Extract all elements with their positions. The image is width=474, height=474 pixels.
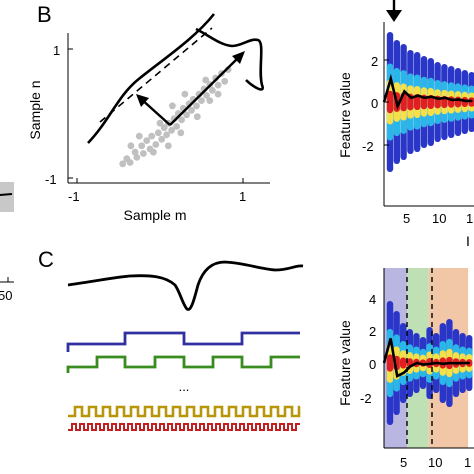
scatter-point <box>143 137 151 145</box>
scatter-point <box>193 113 201 121</box>
scatter-point <box>208 86 216 94</box>
panel-b-distribution-curve <box>87 13 216 144</box>
scatter-point <box>173 123 181 130</box>
scatter-point <box>119 160 127 168</box>
top-right-xtick-label-1: 1 <box>466 211 473 226</box>
scatter-point <box>133 154 141 161</box>
top-right-ytick-label-0: 0 <box>371 96 378 111</box>
bottom-right-ytick-label-4: 4 <box>369 292 376 307</box>
scatter-point <box>198 97 205 104</box>
panel-b-letter: B <box>37 2 52 27</box>
scatter-point <box>127 142 135 150</box>
scatter-point <box>206 97 214 104</box>
left-partial-line <box>0 193 13 196</box>
scatter-point <box>150 148 157 156</box>
scatter-point <box>203 92 210 99</box>
scatter-point <box>158 135 166 143</box>
panel-b-ylabel: Sample n <box>27 80 43 139</box>
scatter-point <box>177 129 185 137</box>
scatter-point <box>135 132 143 140</box>
top-right-ytick-label-2: 2 <box>371 54 378 69</box>
panel-b-xtick-label-right: 1 <box>239 189 246 204</box>
scatter-point <box>148 132 156 140</box>
bottom-right-xtick-label-10: 10 <box>428 455 442 470</box>
bottom-right-mean-line <box>382 338 470 379</box>
scatter-point <box>169 102 176 110</box>
scatter-point <box>140 150 147 157</box>
panel-c-waveform <box>67 260 304 311</box>
panel-c-square-wave-blue <box>66 331 300 352</box>
bottom-right-ytick-label-2: 2 <box>369 324 376 339</box>
scatter-point <box>193 102 200 110</box>
panel-b-arrow-right-shaft <box>169 55 241 126</box>
heat-column-core <box>386 90 394 114</box>
panel-b-dashed-diagonal <box>99 27 213 123</box>
scatter-point <box>221 77 229 85</box>
left-partial-tick: 50 <box>0 288 12 303</box>
scatter-point <box>178 116 186 124</box>
heat-column-core <box>427 94 434 110</box>
panel-b-xlabel: Sample m <box>123 207 186 223</box>
panel-b-ytick-label-bottom: -1 <box>45 172 57 187</box>
scatter-point <box>214 81 222 89</box>
scatter-point <box>214 90 222 98</box>
top-right-ytick-label-m2: -2 <box>362 139 374 154</box>
heat-column-core <box>454 96 462 108</box>
bottom-right-xtick-label-5: 5 <box>400 455 407 470</box>
panel-c-ellipsis: ... <box>179 379 190 394</box>
bottom-right-xtick-label-1: 1 <box>464 455 471 470</box>
scatter-point <box>138 142 146 150</box>
heat-column-core <box>414 94 421 110</box>
scatter-point <box>183 111 191 119</box>
top-right-ylabel: Feature value <box>337 72 353 158</box>
top-right-xlabel-partial: I <box>466 233 470 249</box>
scatter-point <box>181 90 189 98</box>
panel-b: B 1 -1 -1 1 Sample m Sample n <box>27 2 270 223</box>
panel-b-peak-curve <box>195 27 265 91</box>
top-right-xtick-label-10: 10 <box>432 211 446 226</box>
top-right-panel: 2 0 -2 5 10 1 I Feature value <box>337 0 474 249</box>
left-partial-panel: 50 <box>0 182 14 303</box>
panel-b-arrow-left-head <box>136 94 149 107</box>
panel-c: C ... <box>38 247 304 431</box>
bottom-right-ytick-label-0: 0 <box>369 357 376 372</box>
scatter-point <box>126 159 134 166</box>
heat-column-core <box>400 357 407 369</box>
panel-c-square-wave-red <box>68 423 300 431</box>
scatter-point <box>131 148 139 156</box>
scatter-point <box>160 124 168 132</box>
top-right-marker-arrow-head <box>386 10 402 22</box>
left-partial-gray-band <box>0 182 14 212</box>
panel-c-square-wave-gold <box>68 405 301 418</box>
bottom-right-ytick-label-m2: -2 <box>360 391 372 406</box>
scatter-point <box>188 106 195 114</box>
panel-c-letter: C <box>38 247 54 272</box>
heat-column-core <box>386 354 394 372</box>
panel-b-ytick-label-top: 1 <box>53 43 60 58</box>
scatter-point <box>156 119 164 127</box>
scatter-point <box>154 129 162 137</box>
bottom-right-ylabel: Feature value <box>337 320 353 406</box>
panel-b-arrow-right-head <box>232 51 245 64</box>
top-right-xtick-label-5: 5 <box>403 211 410 226</box>
panel-b-xtick-label-left: -1 <box>68 189 80 204</box>
scatter-point <box>152 141 160 148</box>
scatter-point <box>168 126 176 134</box>
scatter-point <box>164 142 172 150</box>
bottom-right-panel: 4 2 0 -2 5 10 1 Feature value <box>337 268 474 470</box>
scatter-point <box>163 131 171 139</box>
panel-c-square-wave-green <box>66 355 300 373</box>
scatter-point <box>202 76 210 84</box>
top-right-mean-line <box>382 73 473 111</box>
